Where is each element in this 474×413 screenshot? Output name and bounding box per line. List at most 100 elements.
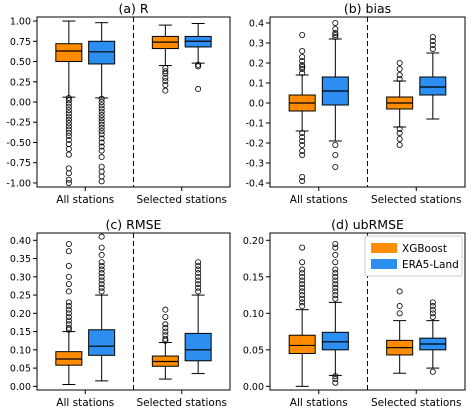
outlier-point	[299, 141, 306, 148]
y-tick-label: 0.40	[10, 236, 31, 247]
x-category-label: All stations	[290, 397, 348, 409]
outlier-point	[162, 324, 169, 331]
box-xgboost	[386, 60, 414, 148]
outlier-point	[98, 105, 105, 112]
outlier-point	[396, 129, 403, 136]
y-tick-label: 0.75	[10, 37, 31, 48]
y-tick-label: 0.00	[10, 382, 31, 393]
outlier-point	[396, 60, 403, 67]
outlier-point	[98, 273, 105, 280]
outlier-point	[332, 292, 339, 299]
y-tick-label: 0.35	[10, 254, 31, 265]
outlier-point	[299, 151, 306, 158]
outlier-point	[299, 259, 306, 266]
y-tick-label: 0.00	[10, 98, 31, 109]
outlier-point	[299, 177, 306, 184]
outlier-point	[98, 118, 105, 125]
plot-frame	[36, 232, 231, 391]
outlier-point	[98, 139, 105, 146]
outlier-point	[299, 66, 306, 73]
outlier-point	[162, 87, 169, 94]
x-category-label: All stations	[290, 194, 348, 206]
outlier-point	[98, 163, 105, 170]
y-tick-label: 0.05	[243, 345, 264, 356]
outlier-point	[332, 151, 339, 158]
outlier-point	[162, 313, 169, 320]
legend-label: XGBoost	[402, 243, 447, 255]
outlier-point	[299, 62, 306, 69]
outlier-point	[332, 141, 339, 148]
box-xgboost	[55, 240, 83, 386]
outlier-point	[98, 154, 105, 161]
outlier-point	[332, 32, 339, 39]
outlier-point	[195, 281, 202, 288]
outlier-point	[332, 281, 339, 288]
box-era5-land	[419, 299, 447, 375]
outlier-point	[65, 165, 72, 172]
outlier-point	[98, 124, 105, 131]
outlier-point	[332, 284, 339, 291]
outlier-point	[429, 38, 436, 45]
y-tick-label: -0.2	[245, 139, 264, 150]
box-xgboost	[386, 288, 414, 374]
y-tick-label: 0.1	[249, 79, 264, 90]
y-tick-label: 0.3	[249, 39, 264, 50]
outlier-point	[162, 68, 169, 75]
outlier-point	[429, 299, 436, 306]
iqr-box	[321, 331, 349, 351]
outlier-point	[429, 303, 436, 310]
outlier-point	[65, 113, 72, 120]
outlier-point	[299, 284, 306, 291]
box-era5-land	[88, 22, 116, 185]
y-tick-label: 0.20	[10, 309, 31, 320]
outlier-point	[98, 251, 105, 258]
y-tick-label: 0.00	[243, 382, 264, 393]
outlier-point	[299, 295, 306, 302]
y-tick-label: -1.00	[6, 178, 31, 189]
outlier-point	[195, 266, 202, 273]
outlier-point	[429, 46, 436, 53]
outlier-point	[65, 262, 72, 269]
outlier-point	[98, 147, 105, 154]
outlier-point	[162, 335, 169, 342]
outlier-point	[65, 100, 72, 107]
outlier-point	[396, 126, 403, 133]
outlier-point	[332, 379, 339, 386]
outlier-point	[98, 288, 105, 295]
y-tick-label: 0.20	[243, 236, 264, 247]
outlier-point	[65, 317, 72, 324]
box-xgboost	[151, 24, 179, 94]
outlier-point	[65, 303, 72, 310]
y-tick-label: -0.25	[6, 118, 31, 129]
panel-title: (a) R	[118, 1, 148, 16]
outlier-point	[65, 126, 72, 133]
x-category-label: Selected stations	[371, 397, 461, 409]
panel-2: (b) bias -0.4 -0.3 -0.2 -0.1 0.0 0.1 0.2 0.3 0.4 A…	[245, 1, 466, 206]
plot-frame	[269, 232, 466, 391]
outlier-point	[332, 25, 339, 32]
outlier-point	[299, 137, 306, 144]
outlier-point	[299, 292, 306, 299]
legend: XGBoost ERA5-Land	[364, 235, 463, 277]
iqr-box	[184, 332, 212, 362]
box-era5-land	[419, 34, 447, 120]
outlier-point	[195, 288, 202, 295]
outlier-point	[98, 262, 105, 269]
outlier-point	[65, 324, 72, 331]
outlier-point	[299, 58, 306, 65]
outlier-point	[299, 244, 306, 251]
outlier-point	[65, 248, 72, 255]
outlier-point	[98, 173, 105, 180]
x-category-label: Selected stations	[137, 397, 227, 409]
outlier-point	[162, 65, 169, 72]
panel-title: (d) ubRMSE	[331, 217, 404, 232]
outlier-point	[429, 34, 436, 41]
outlier-point	[65, 281, 72, 288]
outlier-point	[332, 373, 339, 380]
outlier-point	[65, 310, 72, 317]
x-category-label: Selected stations	[137, 194, 227, 206]
box-era5-land	[184, 259, 212, 375]
outlier-point	[65, 129, 72, 136]
outlier-point	[396, 72, 403, 79]
outlier-point	[65, 240, 72, 247]
